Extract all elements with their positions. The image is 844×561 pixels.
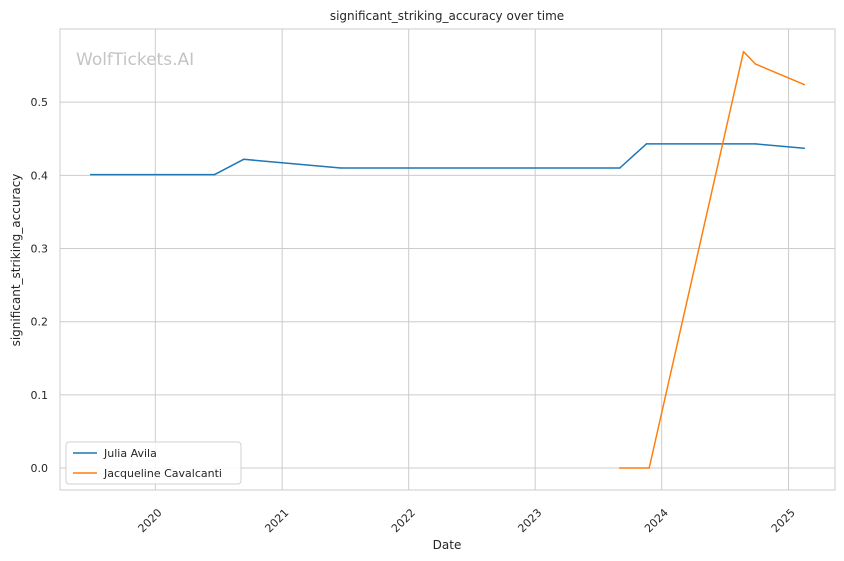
y-tick-label: 0.2 xyxy=(31,316,49,329)
data-point-jacqueline-cavalcanti xyxy=(754,63,757,65)
data-point-jacqueline-cavalcanti xyxy=(648,467,650,469)
data-point-jacqueline-cavalcanti xyxy=(619,467,621,469)
data-point-jacqueline-cavalcanti xyxy=(742,50,745,53)
series-layer xyxy=(90,50,805,469)
y-tick-label: 0.0 xyxy=(31,462,49,475)
plot-background xyxy=(60,29,835,490)
y-tick-label: 0.1 xyxy=(31,389,49,402)
legend-label-julia-avila: Julia Avila xyxy=(103,447,157,460)
data-point-julia-avila xyxy=(90,173,92,176)
plot-frame xyxy=(59,28,836,491)
x-axis-label: Date xyxy=(433,538,462,552)
data-point-julia-avila xyxy=(619,167,621,169)
x-tick-label: 2023 xyxy=(515,506,544,535)
x-tick-labels: 2020 2021 2022 2023 2024 2025 xyxy=(136,506,798,535)
data-point-julia-avila xyxy=(339,167,342,169)
series-line-julia-avila xyxy=(90,143,805,176)
legend-box xyxy=(65,441,242,485)
x-tick-label: 2024 xyxy=(642,506,671,535)
y-tick-label: 0.5 xyxy=(31,96,49,109)
data-point-julia-avila xyxy=(803,147,805,150)
data-point-julia-avila xyxy=(242,158,245,161)
x-tick-label: 2022 xyxy=(389,506,418,535)
y-tick-label: 0.4 xyxy=(31,169,49,182)
data-point-julia-avila xyxy=(645,143,648,145)
x-tick-label: 2020 xyxy=(136,506,165,535)
y-axis-label: significant_striking_accuracy xyxy=(9,174,23,347)
legend: Julia Avila Jacqueline Cavalcanti xyxy=(65,441,242,485)
x-tick-label: 2025 xyxy=(769,506,798,535)
y-tick-label: 0.3 xyxy=(31,243,49,256)
data-point-julia-avila xyxy=(213,173,216,176)
chart-title: significant_striking_accuracy over time xyxy=(330,9,564,23)
watermark: WolfTickets.AI xyxy=(76,50,194,70)
data-point-jacqueline-cavalcanti xyxy=(803,83,805,86)
y-tick-labels: 0.0 0.1 0.2 0.3 0.4 0.5 xyxy=(31,96,49,475)
x-tick-label: 2021 xyxy=(262,506,291,535)
data-point-julia-avila xyxy=(754,143,757,145)
legend-label-jacqueline-cavalcanti: Jacqueline Cavalcanti xyxy=(103,467,222,480)
